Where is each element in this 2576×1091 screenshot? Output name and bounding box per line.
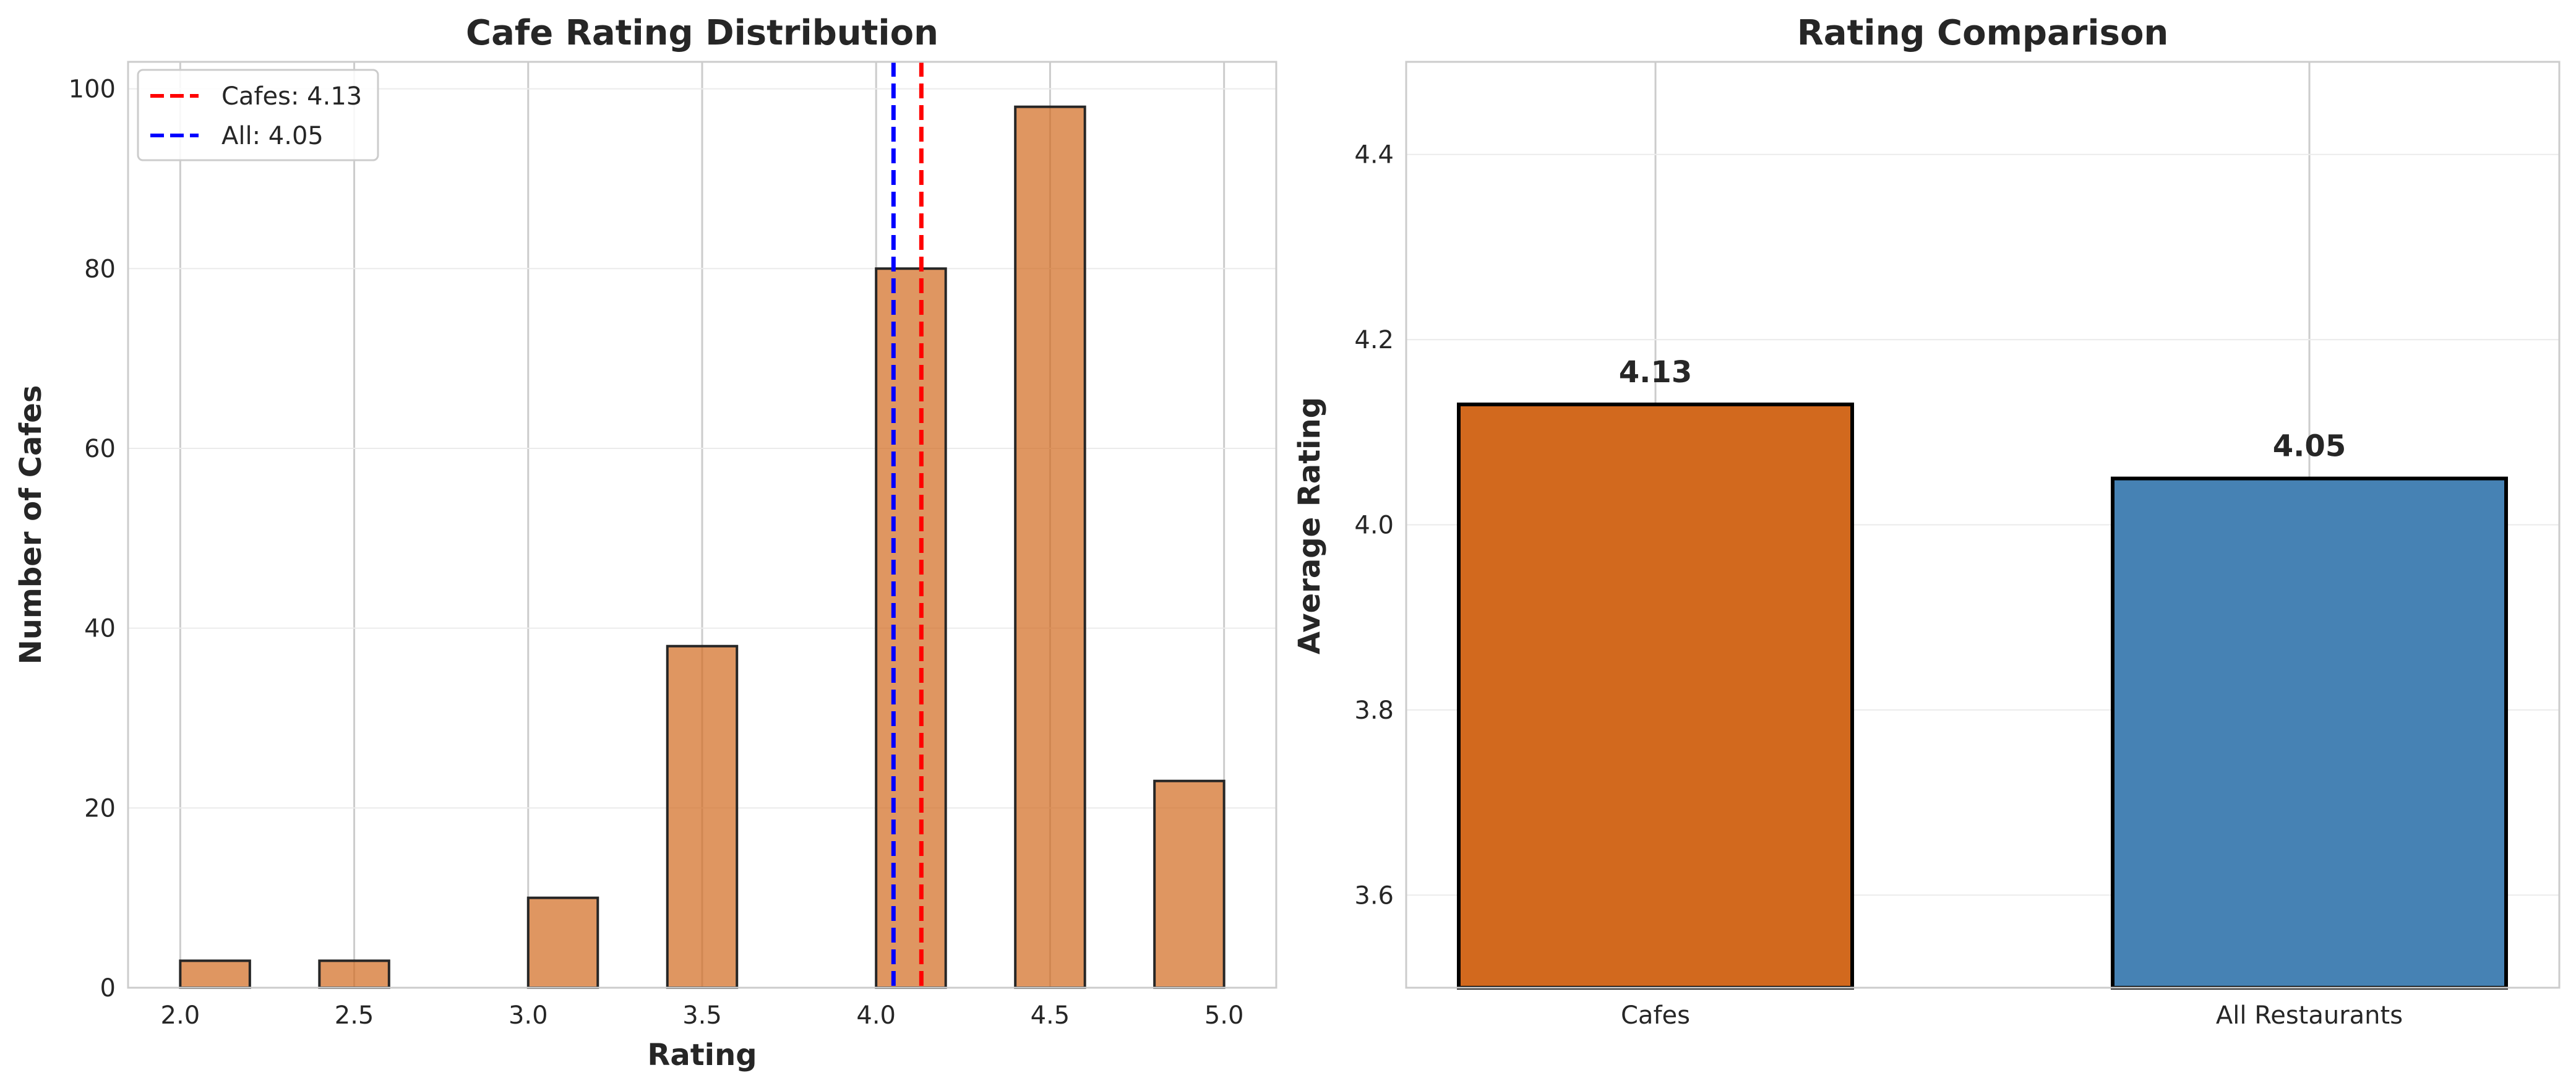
comparison-chart: Cafes All Restaurants 3.6 3.8 4.0 4.2 4.4 4.1… <box>1292 13 2561 1030</box>
x-tick-label: 3.5 <box>682 1001 722 1030</box>
x-tick-label: 3.0 <box>509 1001 548 1030</box>
y-tick-label: 4.2 <box>1354 326 1394 354</box>
legend-entry-cafes: Cafes: 4.13 <box>221 82 362 111</box>
comparison-y-ticks: 3.6 3.8 4.0 4.2 4.4 <box>1354 141 1394 910</box>
comparison-bar <box>2111 476 2508 990</box>
histogram-bars <box>179 105 1226 990</box>
histogram-x-axis-label: Rating <box>647 1038 757 1072</box>
histogram-y-axis-label: Number of Cafes <box>14 385 48 665</box>
y-tick-label: 3.8 <box>1354 696 1394 725</box>
histogram-bar <box>666 644 739 989</box>
y-tick-label: 4.0 <box>1354 511 1394 540</box>
y-tick-label: 0 <box>100 974 116 1003</box>
comparison-value-labels: 4.13 4.05 <box>1619 355 2346 464</box>
bar-value-label: 4.05 <box>2273 429 2346 464</box>
x-tick-label: 5.0 <box>1204 1001 1244 1030</box>
y-tick-label: 3.6 <box>1354 881 1394 910</box>
x-tick-label: All Restaurants <box>2216 1001 2403 1030</box>
x-tick-label: Cafes <box>1621 1001 1690 1030</box>
histogram-bar <box>526 896 599 989</box>
bar-value-label: 4.13 <box>1619 355 1692 390</box>
y-tick-label: 4.4 <box>1354 141 1394 169</box>
histogram-x-ticks: 2.0 2.5 3.0 3.5 4.0 4.5 5.0 <box>161 1001 1244 1030</box>
legend-entry-all: All: 4.05 <box>221 122 324 150</box>
comparison-title: Rating Comparison <box>1797 13 2169 53</box>
y-tick-label: 40 <box>84 615 116 643</box>
x-tick-label: 4.5 <box>1031 1001 1070 1030</box>
histogram-bar <box>318 959 390 990</box>
histogram-bar <box>1014 105 1086 989</box>
histogram-y-ticks: 0 20 40 60 80 100 <box>69 75 116 1003</box>
histogram-bar <box>1153 779 1226 990</box>
y-tick-label: 100 <box>69 75 116 104</box>
histogram-bar <box>179 959 251 990</box>
x-tick-label: 2.5 <box>335 1001 374 1030</box>
y-tick-label: 20 <box>84 794 116 823</box>
histogram-title: Cafe Rating Distribution <box>466 13 938 53</box>
legend-box <box>137 69 379 161</box>
histogram-chart: 2.0 2.5 3.0 3.5 4.0 4.5 5.0 0 20 40 60 80 100 Cafe … <box>14 13 1277 1072</box>
x-tick-label: 2.0 <box>161 1001 200 1030</box>
comparison-bars <box>1457 402 2508 990</box>
y-tick-label: 80 <box>84 255 116 283</box>
histogram-reference-lines <box>891 62 924 988</box>
histogram-legend: Cafes: 4.13 All: 4.05 <box>137 69 379 161</box>
comparison-frame <box>1405 61 2561 989</box>
comparison-bar <box>1457 402 1854 990</box>
histogram-frame <box>127 61 1277 989</box>
comparison-x-ticks: Cafes All Restaurants <box>1621 1001 2403 1030</box>
y-tick-label: 60 <box>84 435 116 463</box>
histogram-bar <box>875 267 947 990</box>
x-tick-label: 4.0 <box>856 1001 896 1030</box>
comparison-y-axis-label: Average Rating <box>1292 397 1327 654</box>
